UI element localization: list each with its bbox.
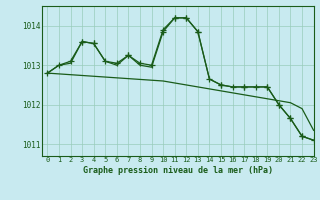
X-axis label: Graphe pression niveau de la mer (hPa): Graphe pression niveau de la mer (hPa) [83, 166, 273, 175]
